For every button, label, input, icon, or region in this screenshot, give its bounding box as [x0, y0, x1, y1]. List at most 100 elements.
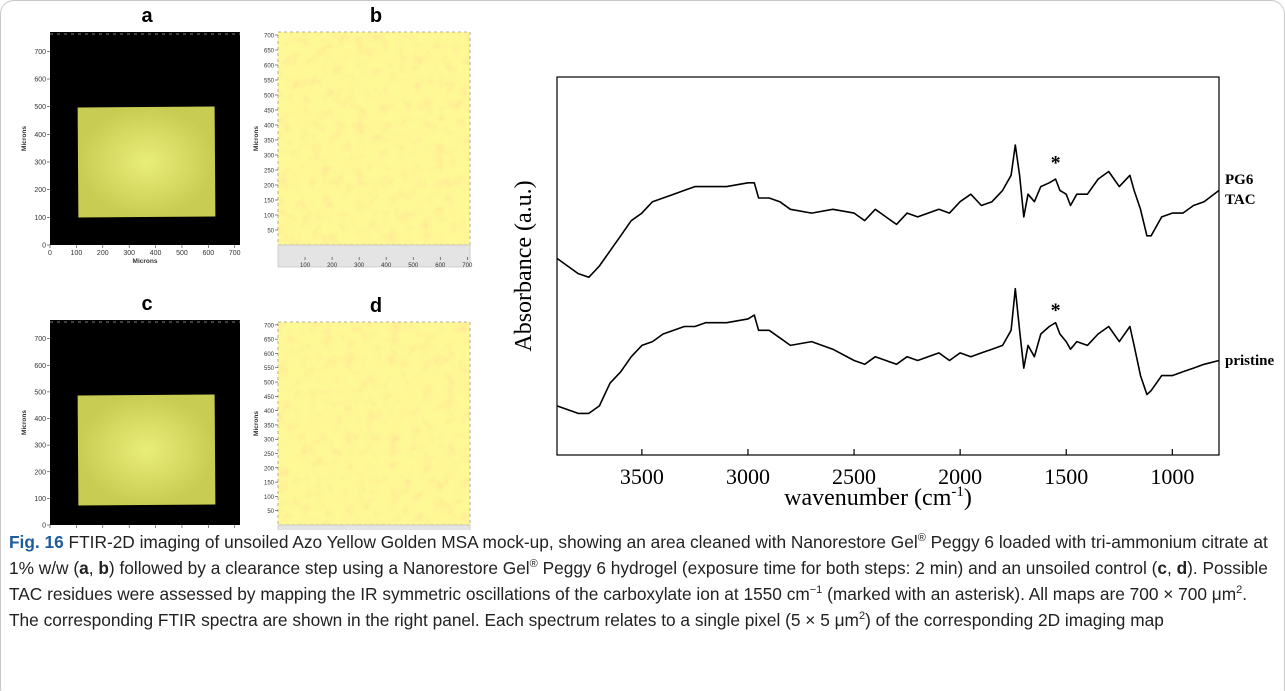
map-y-tick-label: 650: [264, 338, 275, 344]
map-y-tick-label: 150: [264, 481, 275, 487]
map-x-tick-label: 600: [435, 263, 446, 269]
x-tick-label: 1500: [1044, 464, 1088, 489]
map-x-tick-label: 500: [176, 250, 188, 257]
caption-text: FTIR-2D imaging of unsoiled Azo Yellow G…: [63, 532, 918, 552]
series-label: PG6 TAC: [1225, 172, 1256, 209]
panel-label: a: [141, 5, 153, 27]
map-y-tick-label: 600: [264, 352, 275, 358]
caption-text: Peggy 6 loaded with tri-ammonium citrate…: [9, 532, 1268, 578]
series-label: pristine: [1225, 352, 1275, 369]
map-y-tick-label: 350: [264, 139, 275, 145]
panel-label: d: [370, 295, 382, 317]
map-y-tick-label: 400: [264, 124, 275, 130]
caption-panel-ref: c: [1157, 558, 1167, 578]
map-y-tick-label: 500: [264, 94, 275, 100]
x-axis-label: wavenumber (cm-1): [784, 484, 972, 511]
map-scale-strip: [277, 524, 471, 530]
spectrum-line: [556, 287, 1220, 415]
map-y-tick-label: 400: [34, 132, 46, 139]
map-y-tick-label: 0: [42, 243, 46, 250]
map-y-tick-label: 200: [34, 187, 46, 194]
caption-sup: ®: [917, 532, 926, 545]
map-y-tick-label: 50: [267, 229, 274, 235]
annotation: *: [1051, 152, 1061, 174]
map-y-tick-label: 400: [264, 409, 275, 415]
map-x-tick-label: 600: [202, 250, 214, 257]
series-label-box: PG6 TAC: [1225, 172, 1256, 209]
figure-number: Fig. 16: [9, 532, 64, 552]
x-tick-label: 2500: [832, 464, 876, 489]
map-y-tick-label: 600: [264, 64, 275, 70]
map-y-tick-label: 500: [34, 389, 46, 396]
caption-sup: 2: [1236, 584, 1243, 597]
map-y-tick-label: 500: [264, 381, 275, 387]
map-x-tick-label: 300: [354, 263, 365, 269]
map-cleaned-area: [77, 106, 216, 218]
map-y-axis-label: Microns: [253, 411, 260, 436]
map-y-tick-label: 250: [264, 452, 275, 458]
map-x-tick-label: 0: [48, 250, 52, 257]
caption-text: ). Possible TAC residues were assessed b…: [9, 558, 1268, 604]
panel-label: b: [370, 5, 382, 27]
map-scale-strip: [277, 244, 471, 268]
map-x-tick-label: 100: [71, 250, 83, 257]
caption-panel-ref: b: [98, 558, 109, 578]
caption-sup: −1: [809, 584, 823, 597]
map-y-tick-label: 0: [42, 523, 46, 530]
caption-text: ) of the corresponding 2D imaging map: [865, 610, 1164, 630]
map-y-tick-label: 450: [264, 109, 275, 115]
map-x-tick-label: 200: [327, 263, 338, 269]
map-image: [278, 32, 470, 245]
x-tick-label: 3500: [620, 464, 664, 489]
map-x-tick-label: 500: [408, 263, 419, 269]
panel-label: c: [141, 293, 152, 315]
map-y-axis-label: Microns: [21, 410, 28, 435]
map-x-tick-label: 400: [381, 263, 392, 269]
map-y-tick-label: 600: [34, 77, 46, 84]
caption-text: Peggy 6 hydrogel (exposure time for both…: [537, 558, 1158, 578]
map-y-tick-label: 300: [34, 160, 46, 167]
map-y-tick-label: 200: [264, 184, 275, 190]
map-y-tick-label: 200: [264, 466, 275, 472]
spectra-chart: Absorbance (a.u.) wavenumber (cm-1) 3500…: [511, 76, 1275, 511]
map-y-tick-label: 50: [267, 509, 274, 515]
map-x-axis-label: Microns: [133, 258, 158, 265]
map-y-axis-label: Microns: [253, 126, 260, 151]
map-y-tick-label: 350: [264, 423, 275, 429]
spectrum-line: [556, 144, 1220, 279]
x-axis-label-part: wavenumber (cm: [784, 485, 952, 511]
map-x-tick-label: 400: [150, 250, 162, 257]
map-y-tick-label: 550: [264, 366, 275, 372]
y-axis-label: Absorbance (a.u.): [511, 180, 537, 351]
caption-text: . The corresponding FTIR spectra are sho…: [9, 584, 1248, 630]
caption-sup: ®: [529, 558, 538, 571]
x-axis-label-sup: -1: [951, 484, 964, 500]
map-cleaned-area: [77, 394, 216, 506]
map-x-tick-label: 300: [123, 250, 135, 257]
caption: Fig. 16 FTIR-2D imaging of unsoiled Azo …: [9, 529, 1271, 633]
x-tick-label: 1000: [1150, 464, 1194, 489]
map-image: [278, 322, 470, 525]
map-y-axis-label: Microns: [21, 126, 28, 151]
caption-sup: 2: [858, 610, 866, 623]
caption-text: ,: [88, 558, 99, 578]
map-y-tick-label: 700: [264, 34, 275, 40]
map-y-tick-label: 650: [264, 49, 275, 55]
x-tick-label: 2000: [938, 464, 982, 489]
map-y-tick-label: 150: [264, 199, 275, 205]
annotation: *: [1051, 300, 1061, 322]
map-y-tick-label: 700: [264, 323, 275, 329]
map-y-tick-label: 250: [264, 169, 275, 175]
map-y-tick-label: 600: [34, 363, 46, 370]
map-y-tick-label: 100: [34, 496, 46, 503]
map-y-tick-label: 300: [34, 443, 46, 450]
series-label-box: pristine: [1225, 352, 1275, 369]
map-y-tick-label: 400: [34, 416, 46, 423]
map-x-tick-label: 700: [462, 263, 473, 269]
plot-frame: [556, 76, 1220, 456]
caption-text: ,: [1166, 558, 1177, 578]
map-y-tick-label: 500: [34, 104, 46, 111]
